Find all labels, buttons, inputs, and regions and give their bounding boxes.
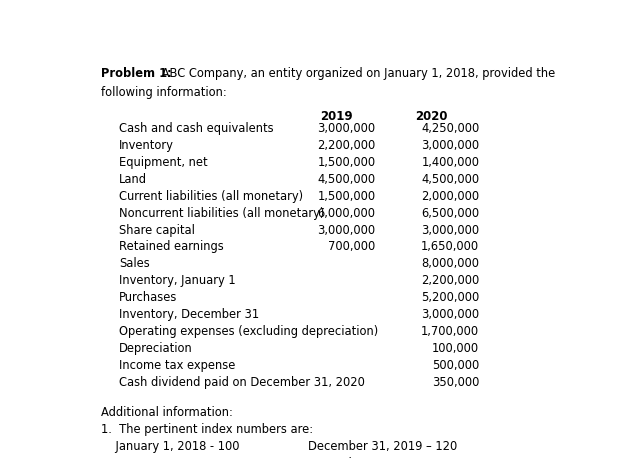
Text: 2,000,000: 2,000,000 bbox=[421, 190, 479, 203]
Text: Operating expenses (excluding depreciation): Operating expenses (excluding depreciati… bbox=[119, 325, 378, 338]
Text: Additional information:: Additional information: bbox=[101, 406, 233, 419]
Text: 5,200,000: 5,200,000 bbox=[421, 291, 479, 304]
Text: 4,250,000: 4,250,000 bbox=[421, 122, 479, 135]
Text: Equipment, net: Equipment, net bbox=[119, 156, 208, 169]
Text: 2020: 2020 bbox=[415, 109, 447, 123]
Text: 1,650,000: 1,650,000 bbox=[421, 240, 479, 253]
Text: 3,000,000: 3,000,000 bbox=[421, 139, 479, 152]
Text: Inventory: Inventory bbox=[119, 139, 174, 152]
Text: 1,500,000: 1,500,000 bbox=[317, 156, 376, 169]
Text: Noncurrent liabilities (all monetary): Noncurrent liabilities (all monetary) bbox=[119, 207, 324, 219]
Text: 2,200,000: 2,200,000 bbox=[421, 274, 479, 287]
Text: 1,700,000: 1,700,000 bbox=[421, 325, 479, 338]
Text: 500,000: 500,000 bbox=[432, 359, 479, 372]
Text: 350,000: 350,000 bbox=[432, 376, 479, 389]
Text: Land: Land bbox=[119, 173, 147, 186]
Text: Inventory, January 1: Inventory, January 1 bbox=[119, 274, 236, 287]
Text: 6,000,000: 6,000,000 bbox=[318, 207, 376, 219]
Text: Problem 1:: Problem 1: bbox=[101, 67, 172, 80]
Text: 2,200,000: 2,200,000 bbox=[317, 139, 376, 152]
Text: 1,400,000: 1,400,000 bbox=[421, 156, 479, 169]
Text: 8,000,000: 8,000,000 bbox=[421, 257, 479, 270]
Text: 4,500,000: 4,500,000 bbox=[421, 173, 479, 186]
Text: 3,000,000: 3,000,000 bbox=[317, 224, 376, 236]
Text: January 1, 2018 - 100: January 1, 2018 - 100 bbox=[101, 440, 240, 453]
Text: 100,000: 100,000 bbox=[432, 342, 479, 355]
Text: 3,000,000: 3,000,000 bbox=[421, 308, 479, 321]
Text: Cash and cash equivalents: Cash and cash equivalents bbox=[119, 122, 274, 135]
Text: Sales: Sales bbox=[119, 257, 150, 270]
Text: January 1, 2019 - 100: January 1, 2019 - 100 bbox=[101, 457, 240, 458]
Text: 3,000,000: 3,000,000 bbox=[317, 122, 376, 135]
Text: Depreciation: Depreciation bbox=[119, 342, 193, 355]
Text: Retained earnings: Retained earnings bbox=[119, 240, 224, 253]
Text: Share capital: Share capital bbox=[119, 224, 195, 236]
Text: Income tax expense: Income tax expense bbox=[119, 359, 235, 372]
Text: Inventory, December 31: Inventory, December 31 bbox=[119, 308, 259, 321]
Text: December 31, 2020 – 200: December 31, 2020 – 200 bbox=[308, 457, 457, 458]
Text: ABC Company, an entity organized on January 1, 2018, provided the: ABC Company, an entity organized on Janu… bbox=[158, 67, 555, 80]
Text: Current liabilities (all monetary): Current liabilities (all monetary) bbox=[119, 190, 303, 203]
Text: 700,000: 700,000 bbox=[328, 240, 376, 253]
Text: 3,000,000: 3,000,000 bbox=[421, 224, 479, 236]
Text: Purchases: Purchases bbox=[119, 291, 177, 304]
Text: December 31, 2019 – 120: December 31, 2019 – 120 bbox=[308, 440, 457, 453]
Text: 1.  The pertinent index numbers are:: 1. The pertinent index numbers are: bbox=[101, 423, 313, 436]
Text: Cash dividend paid on December 31, 2020: Cash dividend paid on December 31, 2020 bbox=[119, 376, 365, 389]
Text: 2019: 2019 bbox=[320, 109, 353, 123]
Text: following information:: following information: bbox=[101, 86, 227, 98]
Text: 6,500,000: 6,500,000 bbox=[421, 207, 479, 219]
Text: 4,500,000: 4,500,000 bbox=[317, 173, 376, 186]
Text: 1,500,000: 1,500,000 bbox=[317, 190, 376, 203]
